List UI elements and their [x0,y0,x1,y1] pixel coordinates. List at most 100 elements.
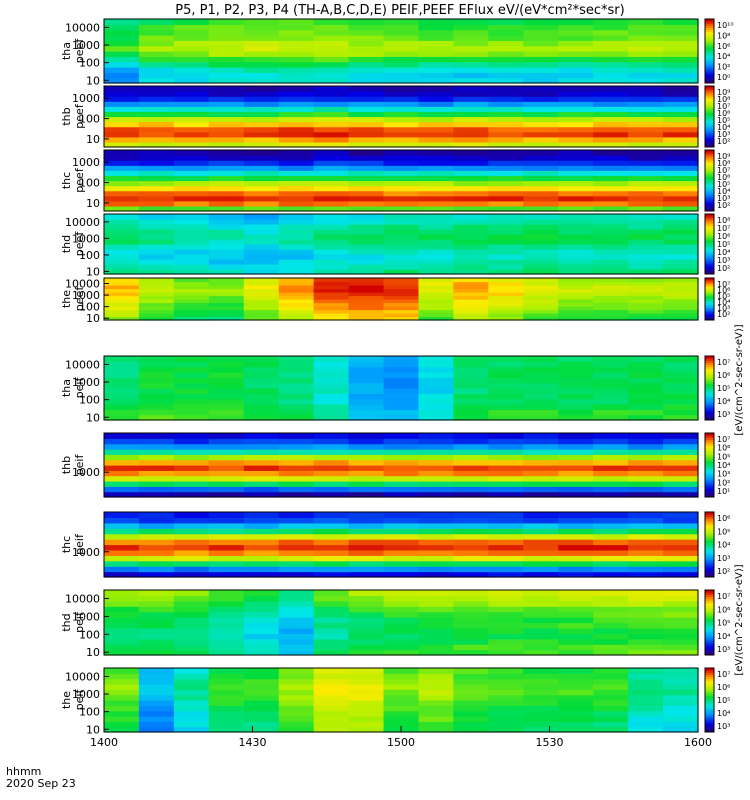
heatmap-cell [383,106,420,113]
heatmap-cell [104,638,140,645]
colorbar-segment [705,19,714,22]
heatmap-cell [593,234,629,240]
heatmap-cell [558,61,594,68]
colorbar-tick-label: 10⁶ [717,371,730,380]
colorbar-segment [705,299,714,301]
heatmap-cell [558,24,594,31]
heatmap-cell [104,180,140,187]
heatmap-cell [348,481,385,487]
heatmap-cell [278,443,315,450]
heatmap-cell [558,606,594,613]
heatmap-cell [453,295,489,300]
colorbar-segment [705,719,714,722]
heatmap-cell [138,195,175,202]
colorbar-tick-label: 10⁷ [717,102,730,111]
heatmap-cell [173,622,210,629]
heatmap-cell [138,175,175,182]
heatmap-cell [558,486,594,493]
heatmap-cell [488,111,524,118]
colorbar-tick-label: 10⁴ [717,248,730,257]
heatmap-cell [663,219,699,225]
heatmap-cell [488,229,524,235]
heatmap-cell [628,393,664,400]
colorbar-segment [705,68,714,71]
heatmap-cell [348,126,385,133]
heatmap-cell [523,689,559,696]
heatmap-cell [523,454,559,461]
heatmap-cell [418,165,455,171]
heatmap-cell [418,96,455,102]
heatmap-cell [173,372,210,378]
colorbar-segment [705,398,714,402]
heatmap-cell [383,438,420,445]
heatmap-cell [138,61,175,68]
heatmap-cell [383,175,420,182]
heatmap-cell [488,414,524,421]
heatmap-cell [173,673,210,680]
heatmap-cell [558,259,594,265]
heatmap-cell [663,126,699,133]
heatmap-cell [243,571,280,578]
heatmap-cell [488,126,524,133]
heatmap-cell [558,180,594,187]
heatmap-cell [523,313,559,318]
heatmap-cell [418,571,455,578]
colorbar-segment [705,174,714,177]
heatmap-cell [418,214,455,220]
colorbar-segment [705,385,714,389]
heatmap-cell [243,234,280,240]
heatmap-cell [138,295,175,300]
heatmap-cell [418,673,455,680]
heatmap-cell [453,606,489,613]
heatmap-cell [348,372,385,378]
x-tick-label: 1600 [684,736,712,749]
heatmap-cell [138,449,175,455]
heatmap-cell [104,61,140,68]
heatmap-cell [243,689,280,696]
heatmap-cell [418,264,455,270]
heatmap-cell [173,292,210,297]
panel-probe-label: thb [60,456,73,474]
heatmap-cell [558,190,594,197]
heatmap-cell [208,285,245,290]
heatmap-cell [208,264,245,270]
heatmap-cell [313,35,350,41]
heatmap-cell [104,465,140,471]
heatmap-cell [208,77,245,84]
heatmap-cell [628,361,664,368]
heatmap-cell [138,72,175,79]
y-tick-label: 1000 [72,688,100,701]
heatmap-cell [348,454,385,461]
heatmap-cell [488,278,524,283]
colorbar-segment [705,381,714,385]
heatmap-cell [278,111,315,118]
heatmap-cell [593,302,629,307]
heatmap-cell [593,136,629,143]
heatmap-cell [488,91,524,97]
heatmap-cell [593,278,629,283]
heatmap-cell [138,606,175,613]
heatmap-cell [383,249,420,255]
heatmap-cell [593,35,629,41]
heatmap-cell [243,185,280,192]
heatmap-cell [278,288,315,293]
heatmap-cell [348,689,385,696]
heatmap-cell [453,372,489,378]
heatmap-cell [488,35,524,41]
heatmap-cell [663,486,699,493]
heatmap-cell [173,165,210,171]
colorbar-segment [705,252,714,255]
heatmap-cell [418,689,455,696]
heatmap-cell [173,234,210,240]
colorbar-tick-label: 10² [717,567,730,576]
heatmap-cell [628,528,664,535]
colorbar-segment [705,264,714,267]
heatmap-cell [278,721,315,728]
heatmap-cell [663,190,699,197]
heatmap-cell [418,544,455,551]
heatmap-cell [243,180,280,187]
heatmap-cell [523,96,559,102]
heatmap-cell [523,571,559,578]
heatmap-cell [173,269,210,275]
heatmap-cell [243,254,280,260]
